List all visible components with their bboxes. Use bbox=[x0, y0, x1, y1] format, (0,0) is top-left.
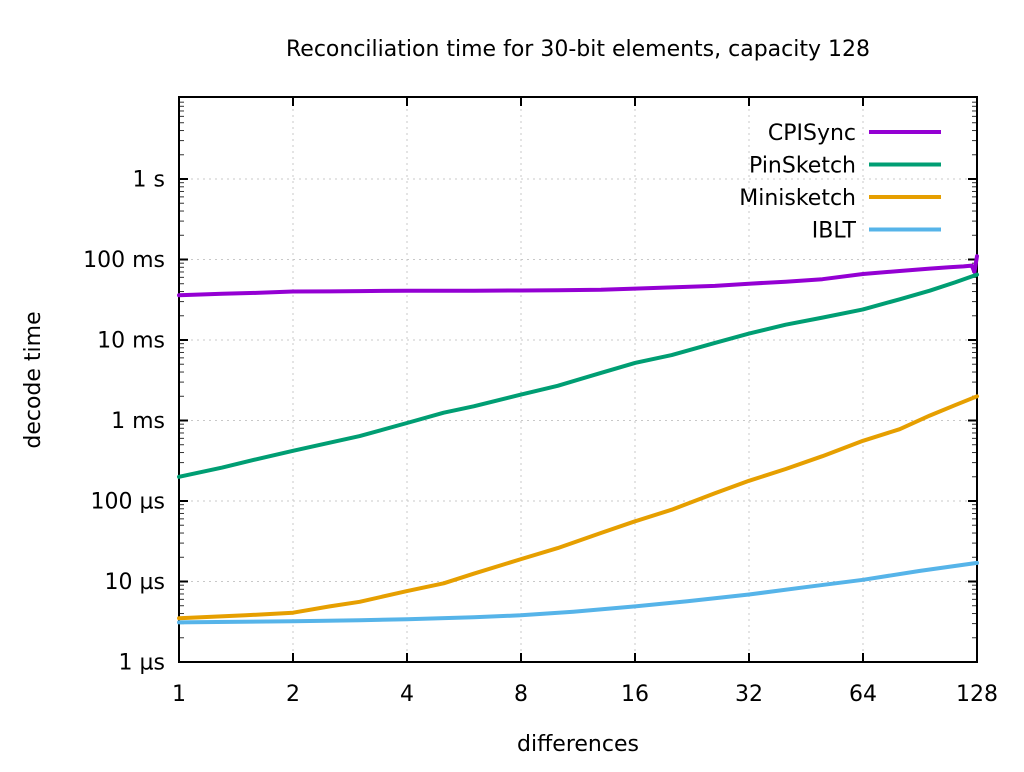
x-tick-label: 64 bbox=[849, 682, 877, 707]
y-tick-label: 100 ms bbox=[83, 248, 165, 273]
chart-title: Reconciliation time for 30-bit elements,… bbox=[286, 37, 870, 62]
curve-cpisync bbox=[177, 254, 979, 298]
y-tick-label: 10 ms bbox=[97, 329, 165, 354]
x-tick-label: 128 bbox=[956, 682, 998, 707]
legend-label-pinsketch: PinSketch bbox=[749, 154, 856, 179]
x-tick-label: 32 bbox=[735, 682, 763, 707]
legend-label-minisketch: Minisketch bbox=[739, 186, 856, 211]
x-tick-label: 1 bbox=[172, 682, 186, 707]
curve-minisketch bbox=[177, 394, 979, 621]
x-tick-label: 16 bbox=[621, 682, 649, 707]
y-tick-label: 100 µs bbox=[91, 490, 165, 515]
legend-label-iblt: IBLT bbox=[812, 219, 857, 244]
plot-border bbox=[178, 96, 978, 663]
y-axis-label: decode time bbox=[21, 311, 46, 448]
y-tick-label: 1 s bbox=[133, 168, 165, 193]
curve-layer bbox=[177, 254, 979, 625]
x-tick-label: 8 bbox=[514, 682, 528, 707]
y-tick-label: 10 µs bbox=[105, 570, 165, 595]
x-tick-label: 4 bbox=[400, 682, 414, 707]
y-tick-label: 1 µs bbox=[119, 651, 165, 676]
x-axis-label: differences bbox=[517, 732, 639, 757]
x-tick-label: 2 bbox=[286, 682, 300, 707]
curve-iblt bbox=[177, 560, 979, 625]
curve-pinsketch bbox=[177, 272, 979, 479]
legend-label-cpisync: CPISync bbox=[768, 121, 856, 146]
label-layer: Reconciliation time for 30-bit elements,… bbox=[21, 37, 998, 757]
y-tick-label: 1 ms bbox=[111, 409, 165, 434]
grid-layer bbox=[179, 97, 977, 662]
legend-layer: CPISync PinSketch Minisketch IBLT bbox=[739, 121, 941, 244]
